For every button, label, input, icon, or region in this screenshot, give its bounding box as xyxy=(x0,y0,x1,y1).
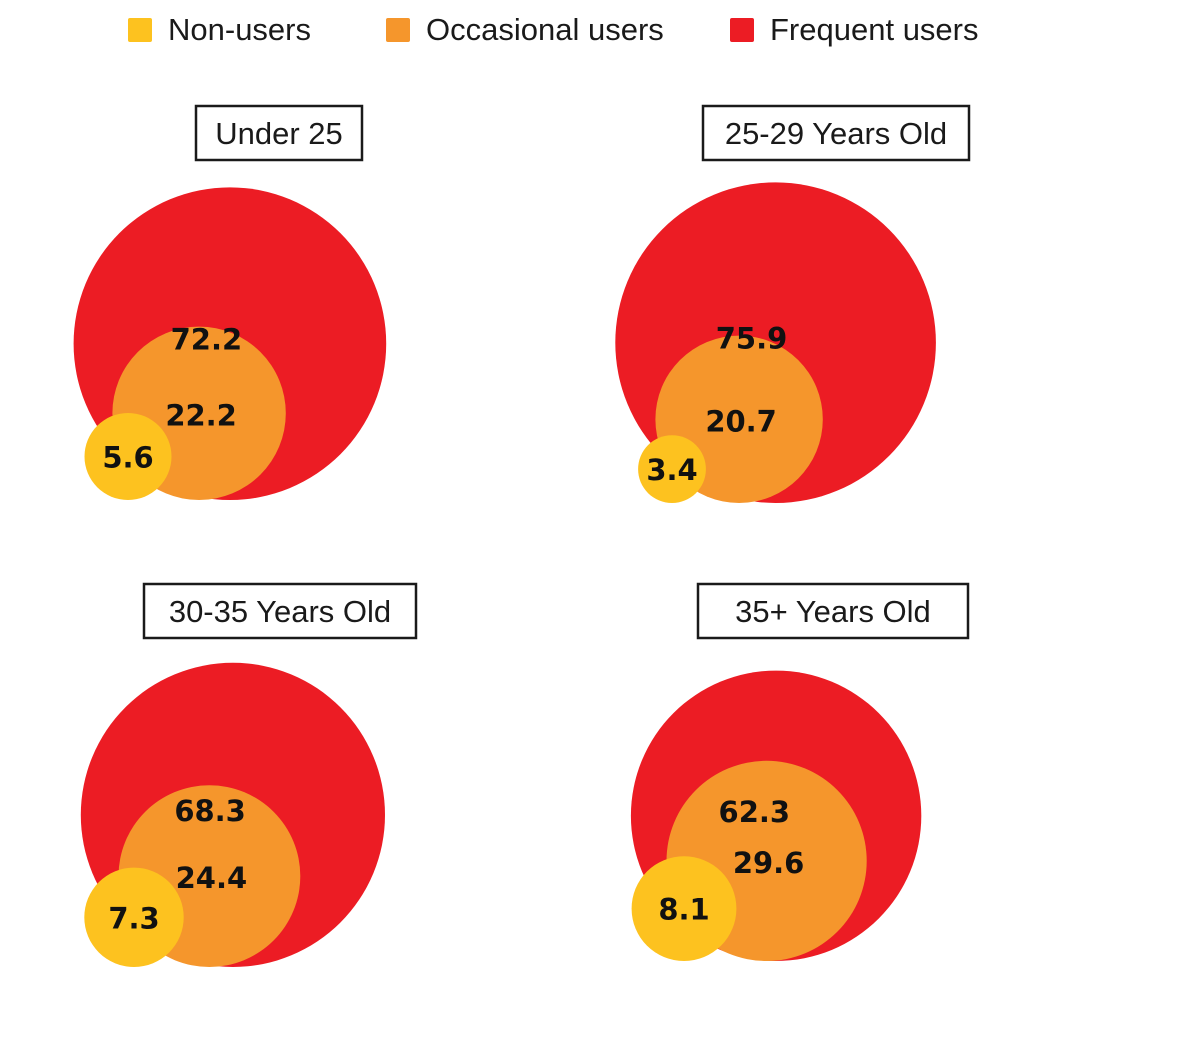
value-label-non: 5.6 xyxy=(102,441,153,475)
panel-title: 25-29 Years Old xyxy=(725,116,947,151)
legend-item-frequent-users: Frequent users xyxy=(730,8,979,52)
legend-item-non-users: Non-users xyxy=(128,8,311,52)
panel-title: 35+ Years Old xyxy=(735,594,931,629)
value-label-occ: 20.7 xyxy=(705,404,777,438)
legend-label-non-users: Non-users xyxy=(168,12,311,47)
legend-swatch-occasional-users xyxy=(386,18,410,42)
bubble-non xyxy=(84,867,184,967)
legend: Non-users Occasional users Frequent user… xyxy=(0,8,1204,52)
panel-title-box xyxy=(696,582,970,640)
panel-title-box xyxy=(142,582,418,640)
panel-1: Under 25 72.2 22.2 5.6 xyxy=(73,104,387,500)
legend-item-occasional-users: Occasional users xyxy=(386,8,664,52)
panel-title-box xyxy=(701,104,971,162)
value-label-freq: 72.2 xyxy=(171,323,243,357)
value-label-occ: 29.6 xyxy=(733,846,805,880)
bubble-non xyxy=(631,856,737,961)
value-label-occ: 22.2 xyxy=(165,398,237,432)
panel-3: 30-35 Years Old 68.3 24.4 7.3 xyxy=(80,582,418,968)
value-label-non: 8.1 xyxy=(658,893,709,927)
legend-swatch-non-users xyxy=(128,18,152,42)
panel-title: Under 25 xyxy=(215,116,343,151)
value-label-non: 7.3 xyxy=(108,901,159,935)
bubble-non xyxy=(638,435,706,503)
panel-title-box xyxy=(194,104,364,162)
bubble-non xyxy=(84,413,172,500)
legend-label-frequent-users: Frequent users xyxy=(770,12,979,47)
legend-label-occasional-users: Occasional users xyxy=(426,12,664,47)
value-label-freq: 62.3 xyxy=(719,795,791,829)
value-label-occ: 24.4 xyxy=(176,861,248,895)
panel-2: 25-29 Years Old 75.9 20.73.4 xyxy=(615,104,971,503)
value-label-freq: 68.3 xyxy=(174,794,246,828)
panel-4: 35+ Years Old 62.3 29.6 8.1 xyxy=(630,582,970,962)
value-label-non: 3.4 xyxy=(646,453,697,487)
legend-swatch-frequent-users xyxy=(730,18,754,42)
value-label-freq: 75.9 xyxy=(716,322,788,356)
panel-title: 30-35 Years Old xyxy=(169,594,391,629)
